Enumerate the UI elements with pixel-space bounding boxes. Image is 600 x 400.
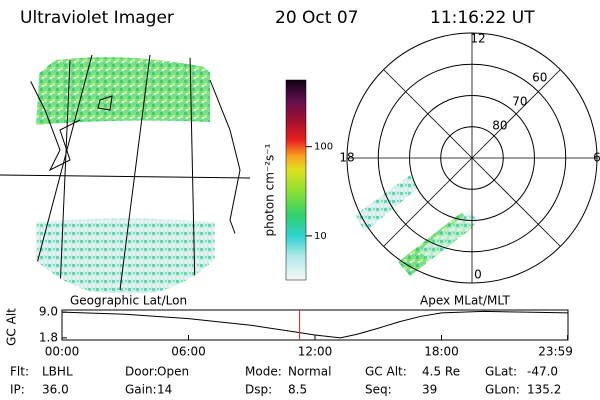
field-label: GC Alt:: [365, 365, 407, 379]
time: 11:16:22 UT: [430, 8, 535, 28]
lat-circle: [440, 126, 504, 190]
field-value: 8.5: [288, 383, 307, 397]
field-value: Open: [157, 365, 189, 379]
field-label: GLat:: [485, 365, 517, 379]
field-label: Flt:: [10, 365, 29, 379]
altitude-line: [61, 310, 569, 339]
y-tick-label: 9.0: [39, 305, 58, 319]
polar-label: Apex MLat/MLT: [420, 294, 510, 308]
x-tick-label: 23:59: [538, 345, 573, 359]
field-label: Gain:: [125, 383, 157, 397]
left-label: Geographic Lat/Lon: [70, 294, 187, 308]
lat-label: 80: [492, 118, 507, 132]
field-value: LBHL: [42, 365, 73, 379]
field-value: Normal: [288, 365, 331, 379]
colorbar-tick-label: 100: [314, 142, 333, 153]
x-tick-label: 12:00: [298, 345, 333, 359]
field-label: Mode:: [245, 365, 282, 379]
field-value: -47.0: [527, 365, 558, 379]
field-value: 39: [422, 383, 437, 397]
lat-label: 70: [512, 94, 527, 108]
geo-image: [0, 54, 251, 294]
field-value: 4.5 Re: [422, 365, 460, 379]
polar-aurora: [355, 175, 478, 276]
colorbar-tick-label: 10: [314, 231, 327, 242]
date: 20 Oct 07: [275, 8, 358, 28]
field-label: IP:: [10, 383, 25, 397]
field-value: 14: [157, 383, 172, 397]
mlt-label: 12: [470, 32, 485, 46]
colorbar: [285, 79, 307, 281]
colorbar-label: photon cm⁻²s⁻¹: [263, 143, 277, 236]
field-label: Dsp:: [245, 383, 272, 397]
field-value: 36.0: [42, 383, 69, 397]
lat-circle: [377, 63, 567, 253]
x-tick-label: 00:00: [45, 345, 80, 359]
mlt-label: 6: [593, 151, 600, 165]
field-label: Seq:: [365, 383, 392, 397]
x-tick-label: 06:00: [171, 345, 206, 359]
footer: Flt: LBHL Door: Open Mode: Normal GC Alt: 4.5 R…: [10, 365, 561, 397]
lat-circle: [409, 95, 535, 221]
field-label: GLon:: [485, 383, 520, 397]
mlt-label: 18: [339, 151, 354, 165]
title: Ultraviolet Imager: [20, 8, 174, 28]
timeline-ylabel: GC Alt: [5, 308, 19, 346]
x-tick-label: 18:00: [424, 345, 459, 359]
lat-label: 60: [532, 70, 547, 84]
field-label: Door:: [125, 365, 158, 379]
y-tick-label: 1.8: [39, 330, 58, 344]
field-value: 135.2: [527, 383, 561, 397]
mlt-label: 0: [474, 268, 482, 282]
